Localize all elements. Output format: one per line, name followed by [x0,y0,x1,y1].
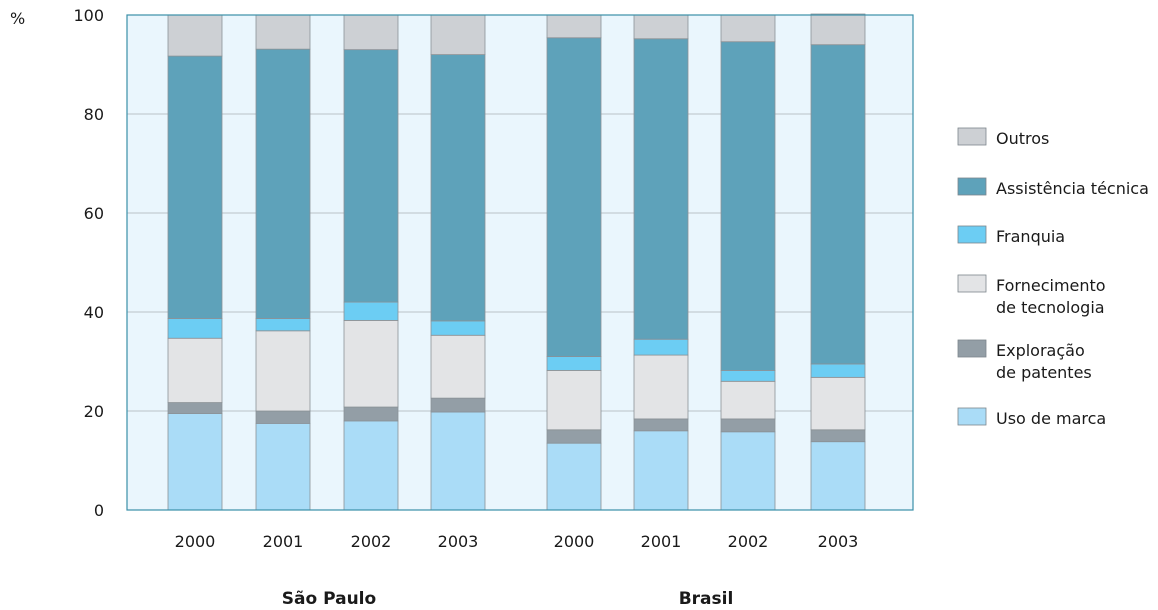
bar-segment-explora-o-de-patentes [255,410,311,424]
bar-segment-outros [720,14,776,43]
x-tick-labels: 2000 2001 2002 2003 2000 2001 2002 2003 [175,532,859,551]
legend-label: Outros [996,129,1049,148]
bar-segment-uso-de-marca [720,431,776,511]
y-tick-label: 0 [94,501,104,520]
legend-label: de patentes [996,363,1092,382]
x-tick-label: 2000 [175,532,216,551]
bar-segment-uso-de-marca [633,430,689,511]
y-tick-label: 100 [73,6,104,25]
group-label: São Paulo [282,589,376,609]
bar-segment-outros [430,14,486,55]
bar-segment-assist-ncia-t-cnica [810,44,866,365]
legend: Outros Assistência técnica Franquia Forneci… [957,127,1149,428]
group-label: Brasil [679,589,734,609]
bar-segment-assist-ncia-t-cnica [343,49,399,303]
legend-label: Fornecimento [996,276,1106,295]
bar-segment-franquia [546,356,602,371]
legend-label: Franquia [996,227,1065,246]
legend-swatch [957,339,987,358]
bar-segment-uso-de-marca [546,442,602,511]
x-tick-label: 2003 [438,532,479,551]
x-tick-label: 2001 [641,532,682,551]
bar-segment-explora-o-de-patentes [430,397,486,413]
legend-label: Assistência técnica [996,179,1149,198]
bar-segment-franquia [167,318,223,339]
bar-segment-explora-o-de-patentes [810,429,866,443]
bar-segment-fornecimento-de-tecnologia [633,354,689,420]
bar-segment-outros [546,14,602,39]
bar-segment-explora-o-de-patentes [546,429,602,444]
bar-segment-franquia [720,370,776,382]
x-tick-label: 2002 [351,532,392,551]
legend-swatch [957,407,987,426]
bar-segment-franquia [255,318,311,332]
bar-segment-fornecimento-de-tecnologia [810,376,866,431]
x-tick-label: 2001 [263,532,304,551]
bar-segment-assist-ncia-t-cnica [430,54,486,322]
bar-segment-outros [633,14,689,40]
bar-segment-outros [167,14,223,57]
bar-segment-fornecimento-de-tecnologia [546,370,602,431]
bar-segment-uso-de-marca [167,413,223,511]
y-tick-label: 80 [84,105,104,124]
bar-segment-franquia [810,363,866,378]
plot-background [127,15,913,510]
bar-segment-fornecimento-de-tecnologia [430,334,486,399]
bar-segment-franquia [633,338,689,356]
legend-swatch [957,177,987,196]
group-labels: São Paulo Brasil [282,589,734,609]
bar-segment-explora-o-de-patentes [167,402,223,414]
y-unit-label: % [10,9,25,28]
x-tick-label: 2002 [728,532,769,551]
legend-swatch [957,274,987,293]
bar-segment-fornecimento-de-tecnologia [167,337,223,403]
bar-segment-uso-de-marca [255,422,311,511]
bar-segment-uso-de-marca [343,420,399,511]
bar-segment-explora-o-de-patentes [720,418,776,433]
bar-segment-outros [810,13,866,46]
bar-segment-assist-ncia-t-cnica [720,41,776,371]
x-tick-label: 2000 [554,532,595,551]
bar-segment-explora-o-de-patentes [343,406,399,422]
bar-segment-fornecimento-de-tecnologia [720,380,776,420]
bar-segment-assist-ncia-t-cnica [633,38,689,340]
bar-segment-assist-ncia-t-cnica [255,48,311,319]
y-tick-label: 40 [84,303,104,322]
bars [167,13,866,511]
bar-segment-fornecimento-de-tecnologia [255,330,311,412]
plot-frame [126,14,914,511]
y-tick-labels: 0 20 40 60 80 100 [73,6,104,520]
legend-swatch [957,127,987,146]
bar-segment-assist-ncia-t-cnica [167,55,223,319]
bar-segment-uso-de-marca [430,411,486,511]
bar-segment-outros [343,14,399,51]
bar-segment-franquia [343,301,399,321]
y-tick-label: 60 [84,204,104,223]
y-tick-label: 20 [84,402,104,421]
bar-segment-explora-o-de-patentes [633,418,689,432]
bar-segment-assist-ncia-t-cnica [546,37,602,357]
bar-segment-uso-de-marca [810,441,866,511]
bar-segment-outros [255,14,311,50]
x-tick-label: 2003 [818,532,859,551]
legend-label: Exploração [996,341,1085,360]
bar-segment-franquia [430,320,486,336]
legend-swatch [957,225,987,244]
legend-label: de tecnologia [996,298,1105,317]
legend-label: Uso de marca [996,409,1106,428]
bar-segment-fornecimento-de-tecnologia [343,320,399,408]
